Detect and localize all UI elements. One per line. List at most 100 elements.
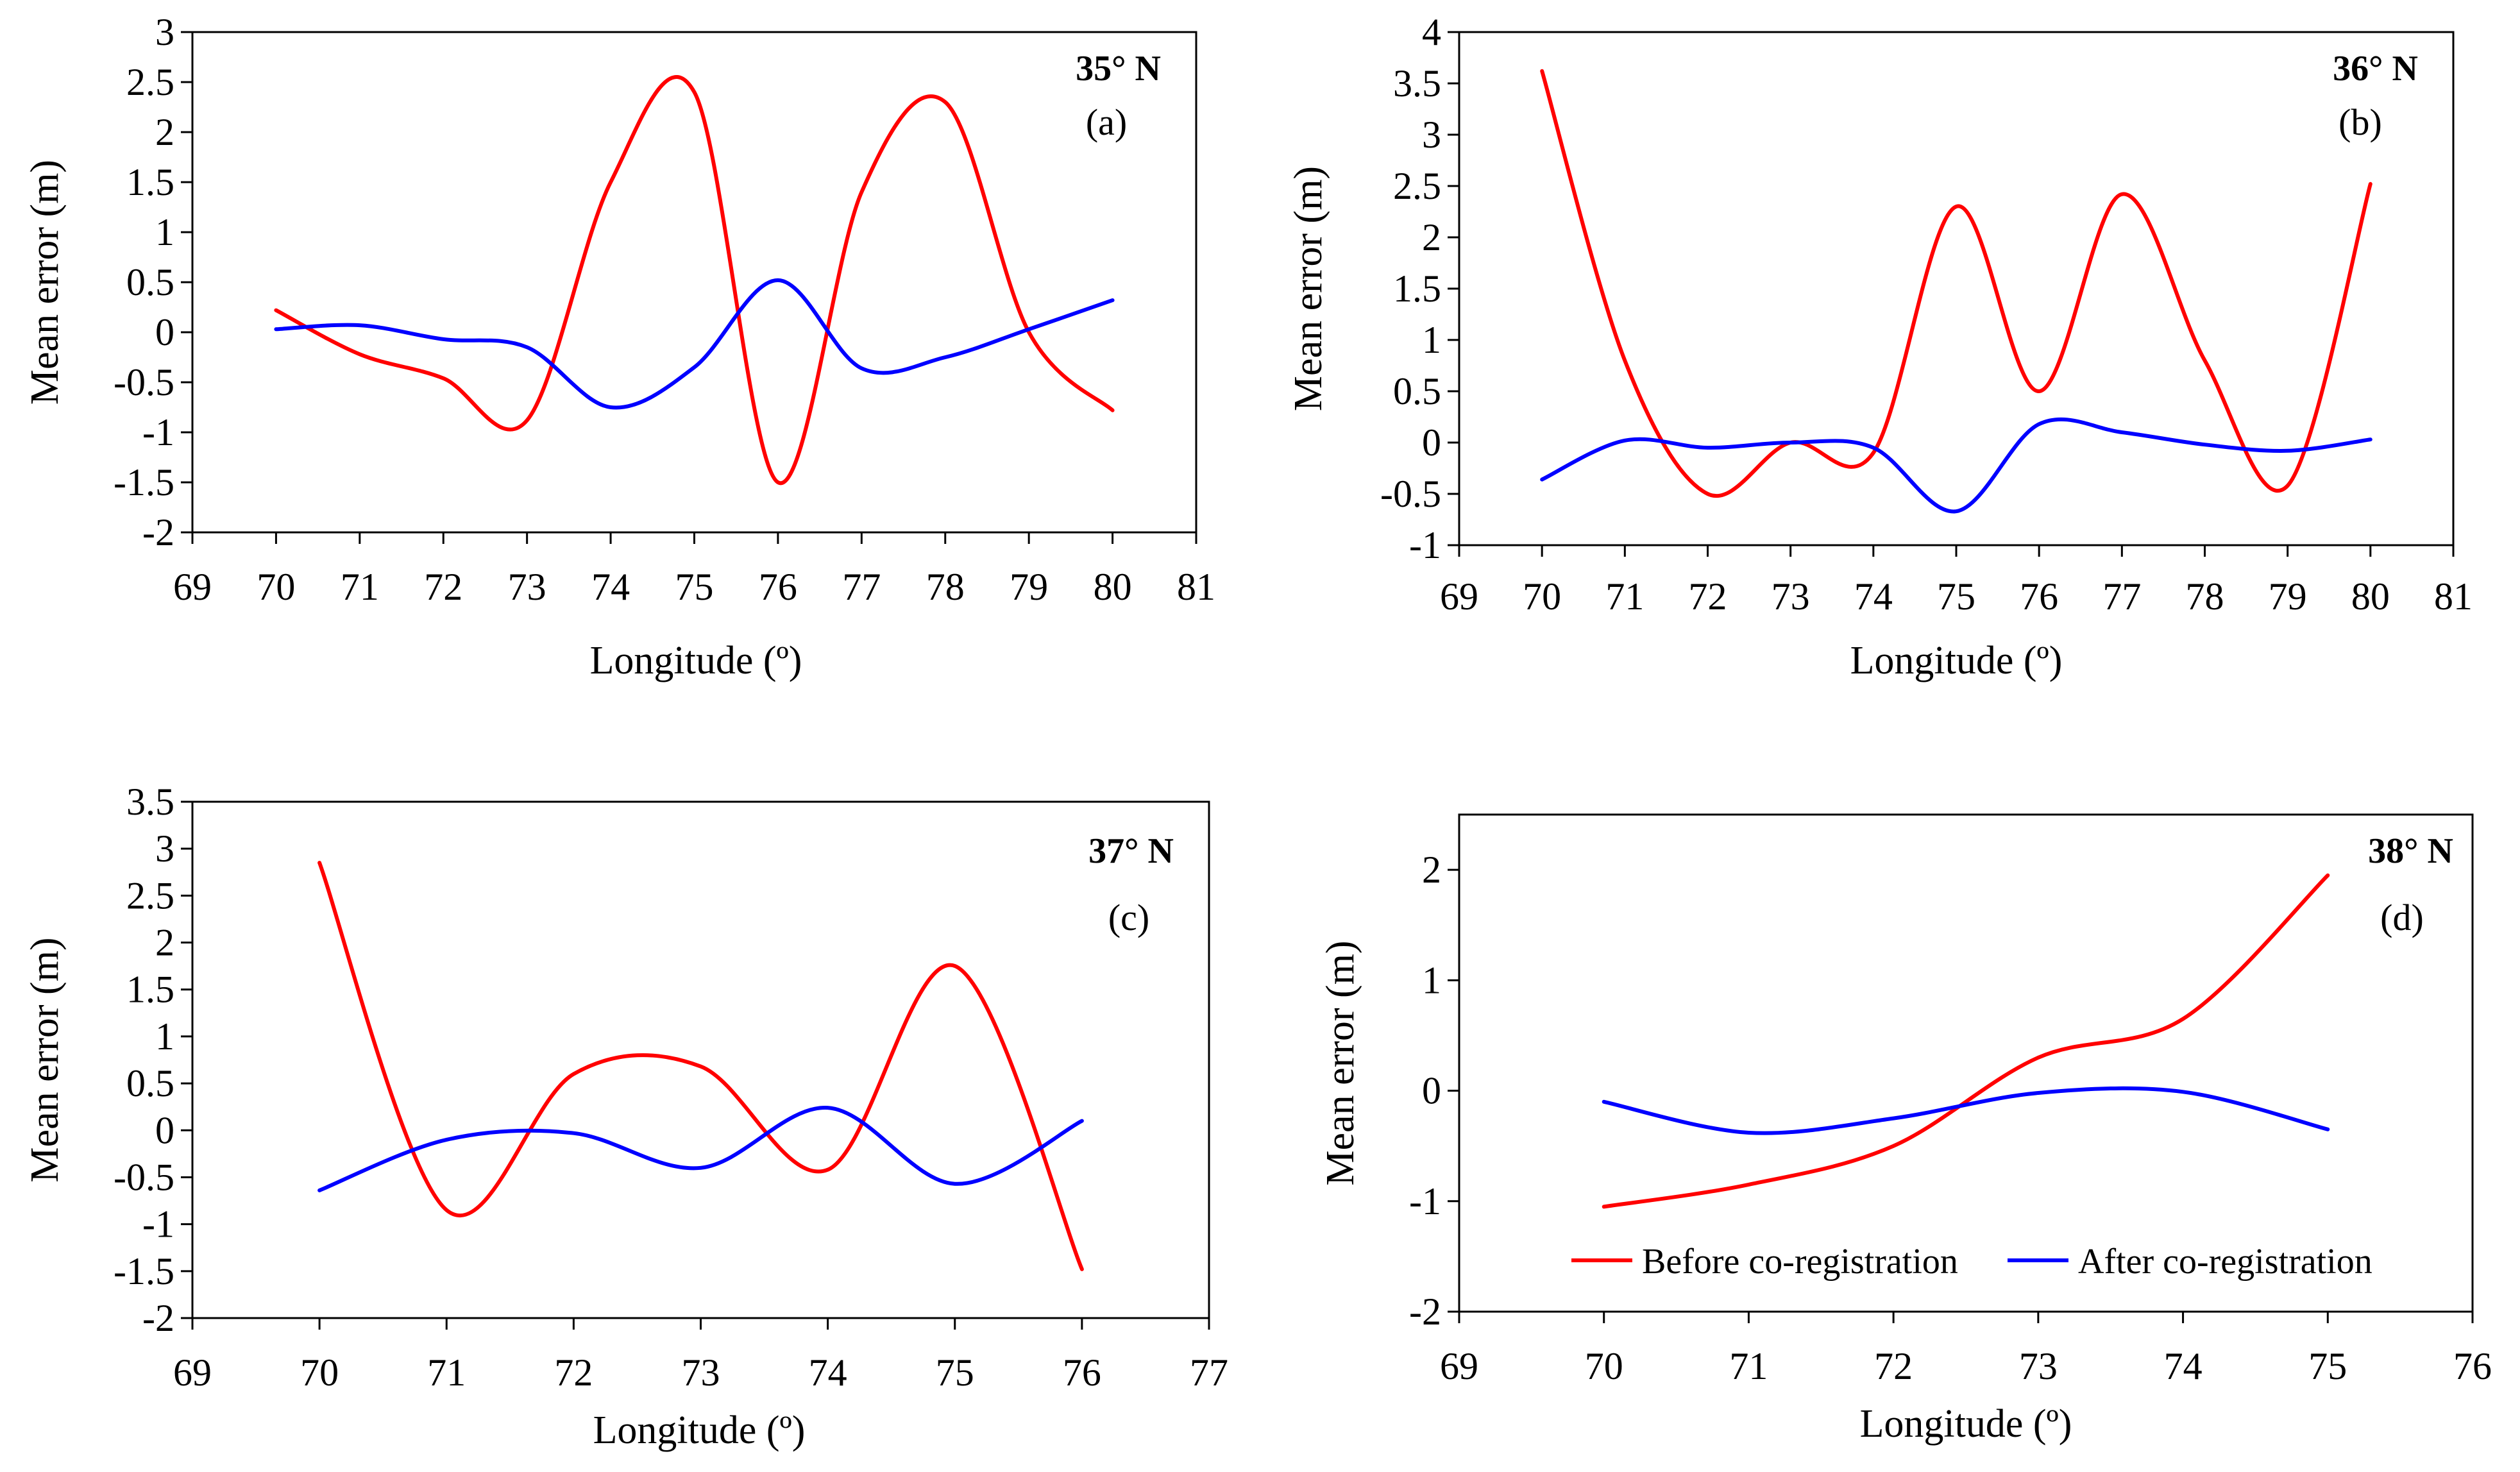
series-line-after: [274, 278, 1115, 410]
x-tick-label: 69: [1440, 575, 1478, 618]
x-tick-label: 75: [2308, 1345, 2347, 1387]
x-axis-title: Longitude (º): [593, 1409, 806, 1452]
y-tick-label: 1.5: [126, 161, 174, 203]
y-tick-label: -2: [1409, 1290, 1441, 1333]
y-tick-label: 1.5: [1393, 267, 1441, 310]
y-tick-label: 0: [155, 1109, 174, 1151]
y-tick-label: 0: [155, 311, 174, 353]
x-tick-label: 76: [2453, 1345, 2492, 1387]
y-tick-label: 0: [1422, 421, 1441, 464]
series-line-after: [1540, 417, 2372, 514]
y-tick-label: 3.5: [1393, 62, 1441, 105]
chart-panel-4: 2 1 0 -1 -2 69 70 71 72 73 74 75 76 Longitude (º) Mean…: [1319, 813, 2492, 1446]
x-tick-label: 72: [424, 566, 462, 608]
y-tick-label: 3: [1422, 114, 1441, 156]
x-tick-label: 69: [173, 566, 212, 608]
x-tick-label: 73: [682, 1351, 720, 1394]
x-axis-title: Longitude (º): [1860, 1402, 2072, 1446]
x-tick-label: 80: [2351, 575, 2390, 618]
y-tick-label: -0.5: [114, 361, 174, 403]
y-tick-label: 2: [155, 922, 174, 964]
x-axis-title: Longitude (º): [1850, 639, 2063, 682]
y-tick-label: -1: [142, 411, 174, 453]
y-tick-label: 1: [155, 211, 174, 253]
x-tick-label: 78: [2186, 575, 2224, 618]
x-tick-label: 71: [1605, 575, 1644, 618]
x-tick-label: 77: [842, 566, 881, 608]
series-line-after: [317, 1106, 1084, 1192]
chart-title: 36° N: [2333, 49, 2418, 89]
panel-label: (d): [2380, 897, 2424, 938]
x-tick-label: 72: [1689, 575, 1727, 618]
x-tick-label: 71: [427, 1351, 466, 1394]
x-tick-label: 70: [1585, 1345, 1623, 1387]
x-tick-label: 71: [341, 566, 379, 608]
y-axis-title: Mean error (m): [1319, 940, 1362, 1185]
x-tick-label: 71: [1729, 1345, 1768, 1387]
chart-panel-3: 3.532.5 2 1.510.5 0 -0.5 -1-1.5 -2 69 70 71 72 73 74…: [23, 781, 1228, 1452]
chart-panel-1: 3 2.5 2 1.5 1 0.5 0 -0.5 -1 -1.5 -2 69 70 71 72 73 74 75 7…: [23, 11, 1215, 682]
x-tick-label: 74: [591, 566, 630, 608]
x-tick-label: 76: [759, 566, 797, 608]
x-tick-label: 74: [1854, 575, 1893, 618]
y-tick-label: 1.5: [126, 969, 174, 1011]
legend-label: After co-registration: [2078, 1242, 2372, 1282]
x-tick-label: 79: [2269, 575, 2307, 618]
panel-label: (a): [1086, 101, 1127, 143]
x-tick-label: 69: [1440, 1345, 1478, 1387]
y-tick-label: 2.5: [126, 61, 174, 103]
x-tick-label: 73: [2019, 1345, 2058, 1387]
y-tick-label: -1: [142, 1203, 174, 1246]
x-tick-label: 70: [257, 566, 295, 608]
x-axis-title: Longitude (º): [590, 639, 802, 682]
x-tick-label: 74: [809, 1351, 847, 1394]
x-tick-label: 77: [2102, 575, 2141, 618]
y-tick-label: -2: [142, 511, 174, 554]
series-line-before: [274, 75, 1115, 486]
x-tick-label: 72: [554, 1351, 593, 1394]
series-line-before: [317, 861, 1084, 1271]
y-tick-label: 0.5: [126, 261, 174, 303]
x-tick-label: 81: [2434, 575, 2473, 618]
legend-label: Before co-registration: [1642, 1242, 1958, 1282]
y-tick-label: 1: [155, 1015, 174, 1058]
x-tick-label: 74: [2164, 1345, 2203, 1387]
y-tick-label: -1.5: [114, 461, 174, 503]
plot-frame: [1458, 813, 2474, 1313]
y-tick-label: 1: [1422, 959, 1441, 1001]
x-tick-label: 70: [1523, 575, 1561, 618]
y-axis-title: Mean error (m): [1287, 166, 1330, 411]
x-tick-label: 69: [173, 1351, 212, 1394]
chart-title: 37° N: [1088, 831, 1174, 871]
x-tick-label: 75: [936, 1351, 974, 1394]
y-tick-label: -0.5: [114, 1156, 174, 1198]
y-tick-label: 3: [155, 11, 174, 53]
x-tick-label: 70: [300, 1351, 339, 1394]
x-tick-label: 75: [1937, 575, 1975, 618]
y-axis-title: Mean error (m): [23, 160, 67, 405]
y-tick-label: 0: [1422, 1070, 1441, 1112]
y-axis-title: Mean error (m): [23, 937, 67, 1182]
chart-title: 35° N: [1076, 49, 1161, 89]
x-tick-label: 77: [1190, 1351, 1228, 1394]
y-tick-label: 0.5: [1393, 370, 1441, 412]
y-tick-label: 4: [1422, 11, 1441, 53]
panel-label: (b): [2338, 101, 2382, 143]
x-tick-label: 81: [1177, 566, 1215, 608]
series-line-after: [1602, 1086, 2330, 1135]
legend: Before co-registration After co-registrat…: [1571, 1242, 2372, 1282]
plot-frame: [191, 31, 1197, 534]
y-tick-label: 2.5: [1393, 165, 1441, 207]
chart-panel-2: 4 3.5 3 2.5 2 1.5 1 0.5 0 -0.5 -1 69 70 71 72 73 74 75 76 7…: [1287, 11, 2473, 682]
series-line-before: [1540, 69, 2372, 498]
y-tick-label: -1: [1409, 1180, 1441, 1222]
series-line-before: [1602, 873, 2330, 1209]
y-tick-label: -2: [142, 1297, 174, 1339]
y-tick-label: 2: [1422, 216, 1441, 258]
x-tick-label: 75: [675, 566, 714, 608]
x-tick-label: 79: [1010, 566, 1048, 608]
y-tick-label: 2: [155, 111, 174, 153]
x-tick-label: 76: [2020, 575, 2058, 618]
y-tick-label: 2.5: [126, 874, 174, 917]
